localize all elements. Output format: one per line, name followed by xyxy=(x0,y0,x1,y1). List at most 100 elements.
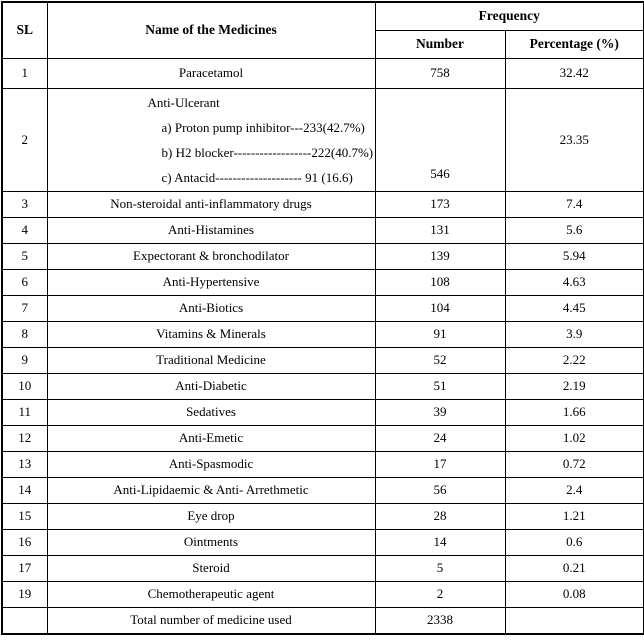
cell-sl: 3 xyxy=(1,190,48,218)
header-sl: SL xyxy=(1,1,48,59)
cell-number: 546 xyxy=(374,87,506,192)
cell-sl: 15 xyxy=(1,502,48,530)
cell-number: 139 xyxy=(374,242,506,270)
cell-sl: 2 xyxy=(1,87,48,192)
cell-medicine-name: Non-steroidal anti-inflammatory drugs xyxy=(46,190,376,218)
cell-percentage: 7.4 xyxy=(504,190,644,218)
table-row: 9 Traditional Medicine 52 2.22 xyxy=(1,346,644,374)
cell-percentage: 4.63 xyxy=(504,268,644,296)
cell-sl: 12 xyxy=(1,424,48,452)
table-row: 3 Non-steroidal anti-inflammatory drugs 17… xyxy=(1,190,644,218)
cell-number: 108 xyxy=(374,268,506,296)
cell-number: 2 xyxy=(374,580,506,608)
cell-sl: 1 xyxy=(1,57,48,89)
cell-medicine-name: Traditional Medicine xyxy=(46,346,376,374)
cell-sl: 6 xyxy=(1,268,48,296)
cell-medicine-name: Anti-Spasmodic xyxy=(46,450,376,478)
header-number: Number xyxy=(374,29,506,59)
header-frequency: Frequency xyxy=(374,1,644,31)
cell-number: 173 xyxy=(374,190,506,218)
cell-medicine-name: Anti-Emetic xyxy=(46,424,376,452)
table-body: 1 Paracetamol 758 32.42 2 Anti-Ulcerant a) Pro… xyxy=(1,57,644,608)
medicine-subitem-line: c) Antacid-------------------- 91 (16.6) xyxy=(161,169,353,185)
cell-sl: 9 xyxy=(1,346,48,374)
total-number: 2338 xyxy=(374,606,506,635)
cell-number: 14 xyxy=(374,528,506,556)
cell-medicine-name: Steroid xyxy=(46,554,376,582)
cell-medicine-name: Ointments xyxy=(46,528,376,556)
table-row: 5 Expectorant & bronchodilator 139 5.94 xyxy=(1,242,644,270)
cell-number: 104 xyxy=(374,294,506,322)
cell-sl: 5 xyxy=(1,242,48,270)
cell-number: 24 xyxy=(374,424,506,452)
cell-number: 131 xyxy=(374,216,506,244)
total-row: Total number of medicine used 2338 xyxy=(1,606,644,635)
cell-number: 28 xyxy=(374,502,506,530)
cell-percentage: 0.6 xyxy=(504,528,644,556)
table-row: 7 Anti-Biotics 104 4.45 xyxy=(1,294,644,322)
total-sl-empty xyxy=(1,606,48,635)
table-footer: Total number of medicine used 2338 xyxy=(1,606,644,635)
header-row-1: SL Name of the Medicines Frequency xyxy=(1,1,644,59)
cell-percentage: 1.02 xyxy=(504,424,644,452)
medicine-name-line: Anti-Ulcerant xyxy=(147,94,220,110)
cell-percentage: 1.66 xyxy=(504,398,644,426)
cell-medicine-name: Anti-Biotics xyxy=(46,294,376,322)
cell-number: 56 xyxy=(374,476,506,504)
cell-medicine-name: Anti-Diabetic xyxy=(46,372,376,400)
table-row: 13 Anti-Spasmodic 17 0.72 xyxy=(1,450,644,478)
table-row: 4 Anti-Histamines 131 5.6 xyxy=(1,216,644,244)
cell-medicine-name: Expectorant & bronchodilator xyxy=(46,242,376,270)
total-percentage-empty xyxy=(504,606,644,635)
cell-percentage: 32.42 xyxy=(504,57,644,89)
cell-percentage: 0.21 xyxy=(504,554,644,582)
cell-sl: 17 xyxy=(1,554,48,582)
cell-medicine-name: Anti-Ulcerant a) Proton pump inhibitor---… xyxy=(46,87,376,192)
cell-percentage: 2.4 xyxy=(504,476,644,504)
cell-sl: 8 xyxy=(1,320,48,348)
cell-percentage: 0.72 xyxy=(504,450,644,478)
cell-number: 758 xyxy=(374,57,506,89)
cell-percentage: 2.22 xyxy=(504,346,644,374)
cell-sl: 13 xyxy=(1,450,48,478)
cell-sl: 7 xyxy=(1,294,48,322)
table-row: 16 Ointments 14 0.6 xyxy=(1,528,644,556)
header-name: Name of the Medicines xyxy=(46,1,376,59)
cell-medicine-name: Anti-Lipidaemic & Anti- Arrethmetic xyxy=(46,476,376,504)
cell-sl: 19 xyxy=(1,580,48,608)
cell-number: 51 xyxy=(374,372,506,400)
cell-percentage: 0.08 xyxy=(504,580,644,608)
cell-percentage: 5.94 xyxy=(504,242,644,270)
medicine-subitem-line: b) H2 blocker------------------222(40.7%… xyxy=(161,144,374,160)
cell-medicine-name: Eye drop xyxy=(46,502,376,530)
header-percentage: Percentage (%) xyxy=(504,29,644,59)
cell-medicine-name: Paracetamol xyxy=(46,57,376,89)
medicine-subitem-line: a) Proton pump inhibitor---233(42.7%) xyxy=(161,119,365,135)
cell-percentage: 3.9 xyxy=(504,320,644,348)
table-row: 14 Anti-Lipidaemic & Anti- Arrethmetic 56 2… xyxy=(1,476,644,504)
cell-medicine-name: Anti-Hypertensive xyxy=(46,268,376,296)
cell-percentage: 5.6 xyxy=(504,216,644,244)
cell-sl: 11 xyxy=(1,398,48,426)
total-label: Total number of medicine used xyxy=(46,606,376,635)
table-row: 19 Chemotherapeutic agent 2 0.08 xyxy=(1,580,644,608)
cell-sl: 16 xyxy=(1,528,48,556)
table-row: 17 Steroid 5 0.21 xyxy=(1,554,644,582)
cell-number: 52 xyxy=(374,346,506,374)
table-row: 6 Anti-Hypertensive 108 4.63 xyxy=(1,268,644,296)
cell-percentage: 1.21 xyxy=(504,502,644,530)
cell-sl: 10 xyxy=(1,372,48,400)
cell-number: 39 xyxy=(374,398,506,426)
cell-medicine-name: Anti-Histamines xyxy=(46,216,376,244)
table-row: 2 Anti-Ulcerant a) Proton pump inhibitor--… xyxy=(1,87,644,192)
table-row: 1 Paracetamol 758 32.42 xyxy=(1,57,644,89)
table-row: 11 Sedatives 39 1.66 xyxy=(1,398,644,426)
cell-percentage: 2.19 xyxy=(504,372,644,400)
header-row-2: Number Percentage (%) xyxy=(2,29,644,59)
table-row: 15 Eye drop 28 1.21 xyxy=(1,502,644,530)
cell-number: 17 xyxy=(374,450,506,478)
cell-medicine-name: Vitamins & Minerals xyxy=(46,320,376,348)
cell-medicine-name: Chemotherapeutic agent xyxy=(46,580,376,608)
cell-sl: 14 xyxy=(1,476,48,504)
